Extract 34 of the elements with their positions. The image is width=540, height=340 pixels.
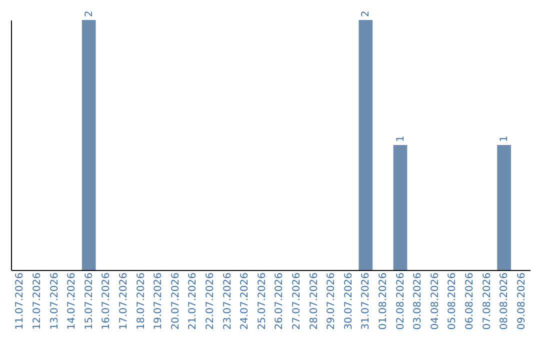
data-label: 1: [395, 136, 406, 142]
x-tick-label: 30.07.2026: [343, 272, 354, 330]
x-tick-label: 24.07.2026: [240, 272, 251, 330]
x-tick-label: 18.07.2026: [136, 272, 147, 330]
x-tick-label: 11.07.2026: [14, 272, 26, 330]
x-tick-label: 23.07.2026: [222, 272, 234, 330]
x-tick-label: 25.07.2026: [256, 272, 268, 330]
x-tick-label: 17.07.2026: [118, 272, 130, 330]
x-tick-label: 14.07.2026: [66, 272, 78, 330]
x-tick-label: 20.07.2026: [170, 272, 182, 330]
x-tick-label: 13.07.2026: [49, 272, 60, 330]
x-tick-label: 12.07.2026: [32, 272, 43, 330]
x-tick-label: 09.08.2026: [516, 272, 528, 330]
x-tick-label: 04.08.2026: [430, 272, 441, 330]
x-tick-label: 31.07.2026: [360, 272, 372, 330]
x-tick-label: 21.07.2026: [188, 272, 199, 330]
x-tick-label: 02.08.2026: [395, 272, 406, 330]
x-tick-label: 05.08.2026: [447, 272, 458, 330]
x-tick-label: 15.07.2026: [84, 272, 95, 330]
data-label: 2: [360, 10, 372, 17]
x-tick-label: 22.07.2026: [204, 272, 216, 330]
x-tick-label: 27.07.2026: [291, 272, 302, 330]
x-tick-label: 16.07.2026: [101, 272, 112, 330]
x-tick-label: 01.08.2026: [378, 272, 389, 330]
x-tick-label: 08.08.2026: [499, 272, 510, 330]
data-label: 2: [84, 10, 95, 17]
x-tick-label: 26.07.2026: [274, 272, 286, 330]
x-tick-label: 19.07.2026: [153, 272, 164, 330]
data-label: 1: [499, 136, 510, 142]
x-tick-label: 03.08.2026: [412, 272, 424, 330]
x-tick-label: 29.07.2026: [326, 272, 338, 330]
x-tick-label: 06.08.2026: [464, 272, 476, 330]
x-tick-label: 07.08.2026: [482, 272, 493, 330]
x-tick-label: 28.07.2026: [308, 272, 320, 330]
